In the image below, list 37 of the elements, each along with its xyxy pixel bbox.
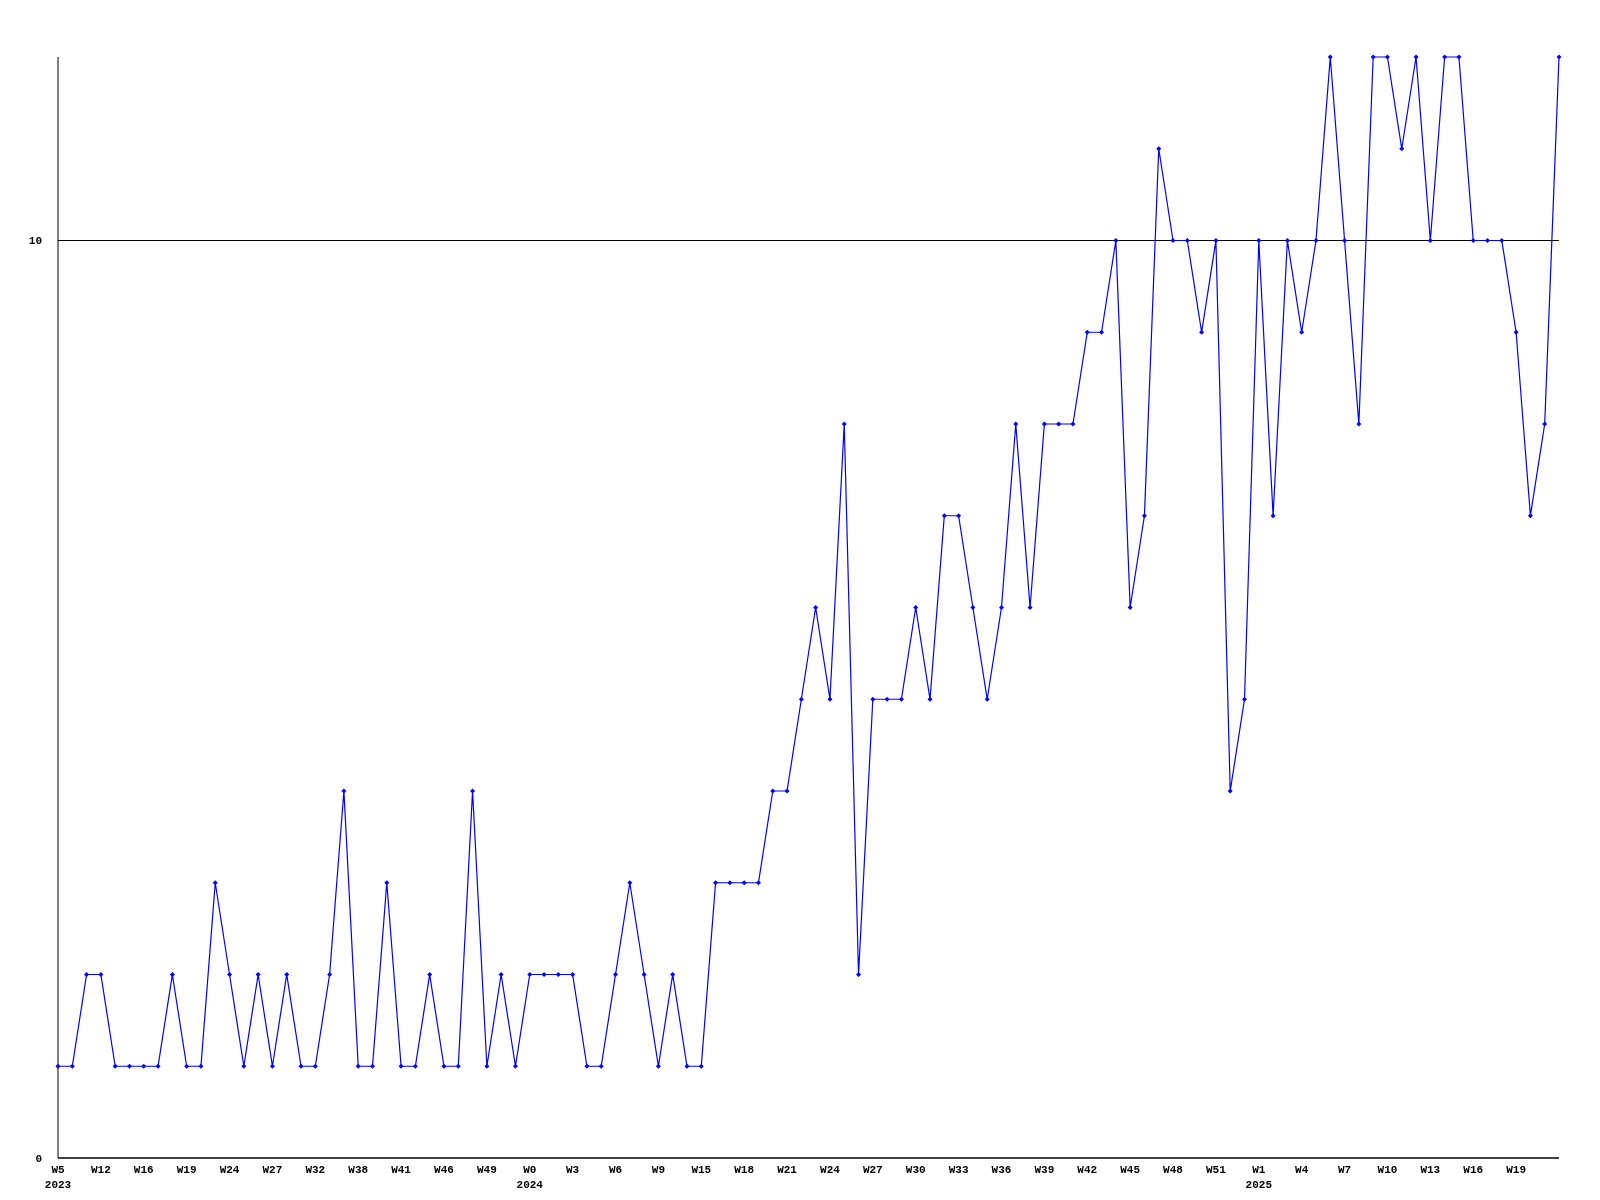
- x-tick-label: W6: [608, 1164, 623, 1176]
- x-tick-label: W45: [1120, 1164, 1141, 1176]
- y-tick-label: 0: [35, 1152, 42, 1165]
- x-tick-label: W19: [176, 1164, 197, 1176]
- x-tick-label: W30: [905, 1164, 926, 1176]
- x-tick-label: W12: [90, 1164, 111, 1176]
- x-tick-label: W5 2023: [44, 1164, 72, 1191]
- x-tick-label: W27: [262, 1164, 283, 1176]
- x-tick-label: W16: [133, 1164, 154, 1176]
- x-tick-label: W18: [734, 1164, 755, 1176]
- x-tick-label: W32: [305, 1164, 326, 1176]
- x-tick-label: W0 2024: [516, 1164, 544, 1191]
- x-tick-label: W9: [651, 1164, 665, 1176]
- x-tick-label: W49: [476, 1164, 497, 1176]
- x-tick-label: W7: [1337, 1164, 1352, 1176]
- x-tick-label: W4: [1295, 1164, 1309, 1176]
- x-tick-label: W48: [1163, 1164, 1184, 1176]
- x-tick-label: W38: [348, 1164, 369, 1176]
- x-tick-label: W19: [1506, 1164, 1527, 1176]
- x-tick-label: W33: [948, 1164, 969, 1176]
- x-tick-label: W42: [1077, 1164, 1098, 1176]
- x-tick-label: W46: [434, 1164, 454, 1176]
- x-tick-label: W36: [991, 1164, 1012, 1176]
- x-tick-label: W27: [862, 1164, 883, 1176]
- x-tick-label: W41: [391, 1164, 412, 1176]
- x-tick-label: W1 2025: [1245, 1164, 1273, 1191]
- x-tick-label: W13: [1420, 1164, 1441, 1176]
- x-tick-label: W16: [1463, 1164, 1484, 1176]
- x-tick-label: W24: [219, 1164, 240, 1176]
- x-tick-label: W15: [691, 1164, 712, 1176]
- x-tick-label: W51: [1206, 1164, 1227, 1176]
- x-tick-label: W24: [820, 1164, 841, 1176]
- x-tick-label: W21: [777, 1164, 798, 1176]
- x-tick-label: W10: [1377, 1164, 1398, 1176]
- y-tick-label: 10: [28, 235, 42, 248]
- x-tick-label: W3: [566, 1164, 580, 1176]
- x-tick-label: W39: [1034, 1164, 1055, 1176]
